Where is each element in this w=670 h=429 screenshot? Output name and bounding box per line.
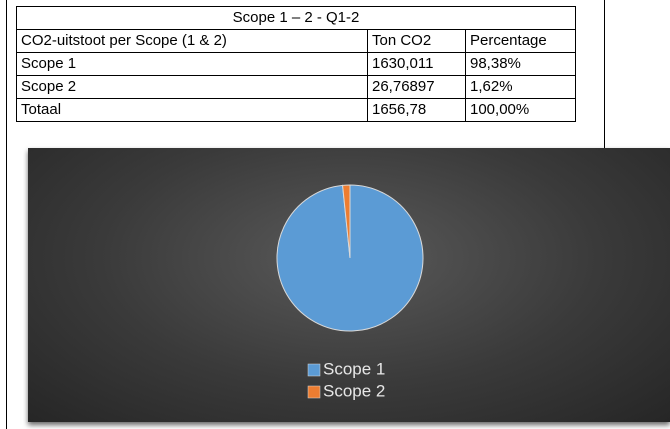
frame-left [6,0,7,429]
cell: Scope 1 [16,52,368,76]
cell: 1630,011 [367,52,466,76]
chart-area: Scope 1 Scope 2 [28,148,670,422]
frame-right [604,0,605,148]
header-cell: Ton CO2 [367,29,466,53]
pie-slice [342,184,351,259]
co2-table: Scope 1 – 2 - Q1-2 CO2-uitstoot per Scop… [16,6,576,122]
cell: 1,62% [465,75,576,99]
cell: 100,00% [465,98,576,122]
legend-swatch [307,363,321,377]
cell: 1656,78 [367,98,466,122]
legend-label: Scope 2 [323,381,385,400]
cell: Totaal [16,98,368,122]
header-cell: CO2-uitstoot per Scope (1 & 2) [16,29,368,53]
chart: Scope 1 Scope 2 [276,184,424,400]
table-title: Scope 1 – 2 - Q1-2 [16,6,576,30]
cell: 98,38% [465,52,576,76]
legend-swatch [307,385,321,399]
cell: 26,76897 [367,75,466,99]
header-cell: Percentage [465,29,576,53]
cell: Scope 2 [16,75,368,99]
legend-label: Scope 1 [323,359,385,378]
